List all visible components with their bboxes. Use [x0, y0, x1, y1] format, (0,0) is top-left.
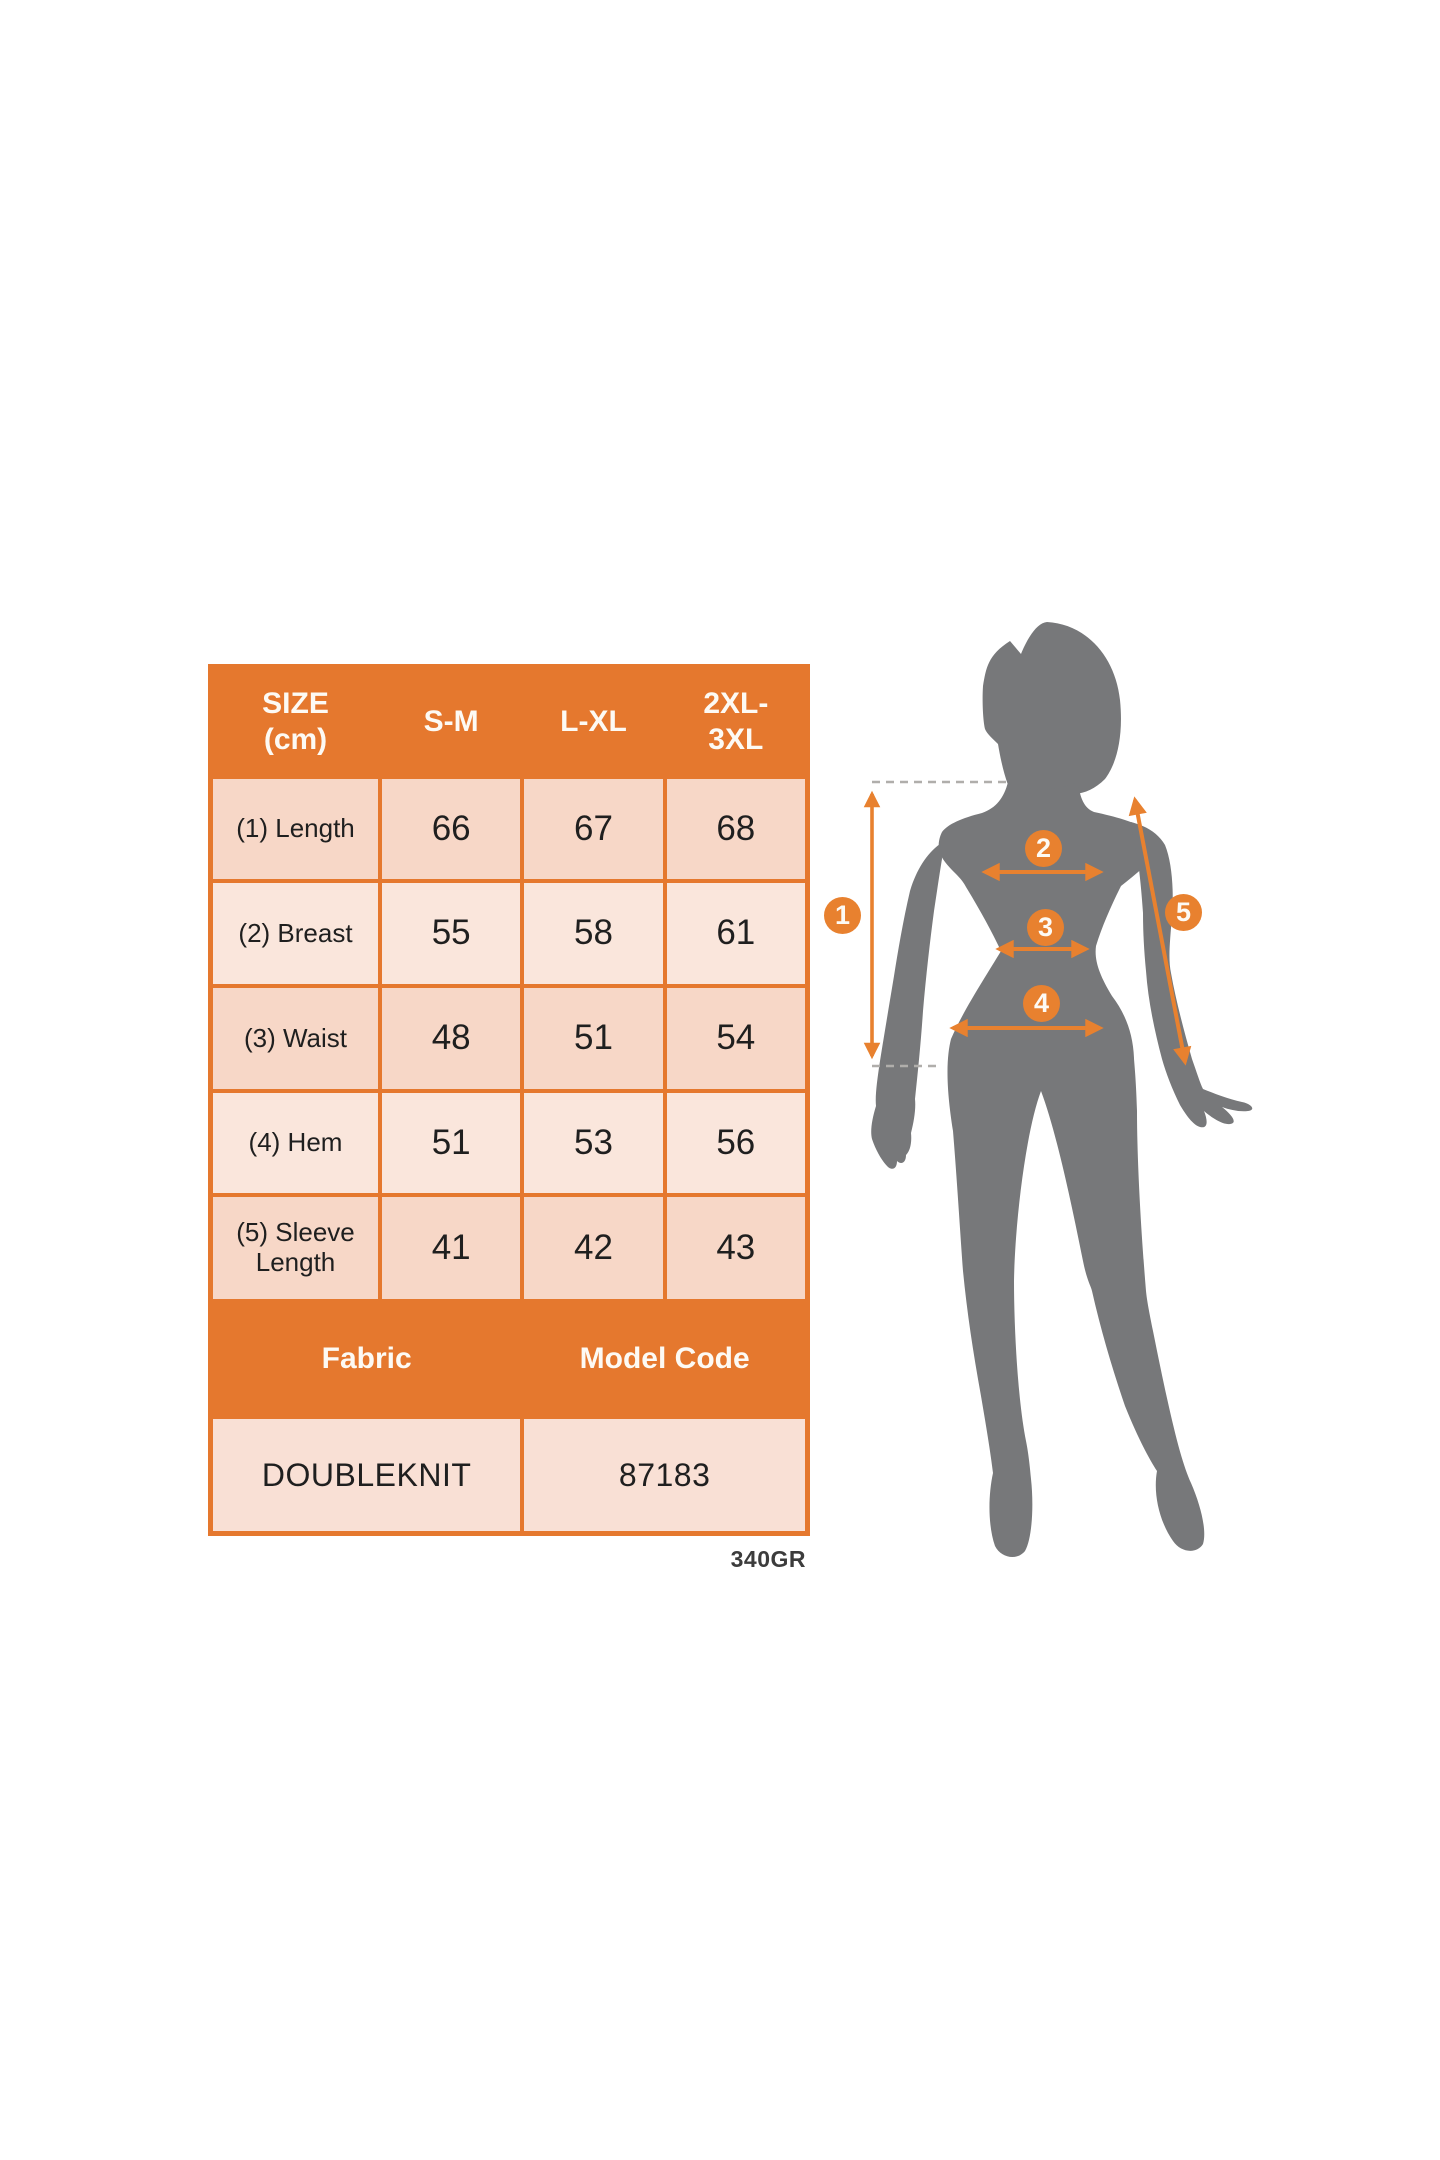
fabric-value: DOUBLEKNIT [213, 1419, 521, 1531]
waist-l-xl: 51 [524, 988, 663, 1089]
row-label-length: (1) Length [213, 779, 378, 879]
silhouette-torso-legs [938, 782, 1205, 1558]
waist-s-m: 48 [382, 988, 521, 1089]
sleeve-arrow [1128, 796, 1192, 1066]
weight-note: 340GR [730, 1546, 806, 1572]
breast-s-m: 55 [382, 883, 521, 984]
measurement-badge-5: 5 [1165, 894, 1202, 931]
body-measurement-figure [863, 622, 1253, 1558]
row-label-sleeve-length: (5) Sleeve Length [213, 1197, 378, 1299]
model-code-value: 87183 [524, 1419, 805, 1531]
hem-s-m: 51 [382, 1093, 521, 1193]
size-table: SIZE (cm) S-M L-XL 2XL- 3XL (1) Length 6… [208, 664, 810, 1536]
row-label-waist: (3) Waist [213, 988, 378, 1089]
silhouette-head [982, 622, 1121, 796]
breast-2xl-3xl: 61 [666, 883, 805, 984]
sleeve-s-m: 41 [382, 1197, 521, 1299]
measurement-badge-3: 3 [1027, 909, 1064, 946]
sleeve-2xl-3xl: 43 [666, 1197, 805, 1299]
col-header-s-m: S-M [382, 669, 521, 775]
measurement-badge-4: 4 [1023, 985, 1060, 1022]
col-header-l-xl: L-XL [524, 669, 663, 775]
fabric-header: Fabric [213, 1303, 521, 1415]
hem-2xl-3xl: 56 [666, 1093, 805, 1193]
model-code-header: Model Code [524, 1303, 805, 1415]
size-col-header: SIZE (cm) [213, 669, 378, 775]
silhouette-left-arm [871, 844, 942, 1169]
row-label-hem: (4) Hem [213, 1093, 378, 1193]
breast-l-xl: 58 [524, 883, 663, 984]
sleeve-l-xl: 42 [524, 1197, 663, 1299]
length-2xl-3xl: 68 [666, 779, 805, 879]
row-label-breast: (2) Breast [213, 883, 378, 984]
waist-2xl-3xl: 54 [666, 988, 805, 1089]
length-l-xl: 67 [524, 779, 663, 879]
measurement-badge-1: 1 [824, 897, 861, 934]
col-header-2xl-3xl: 2XL- 3XL [666, 669, 805, 775]
measurement-badge-2: 2 [1025, 830, 1062, 867]
female-silhouette [871, 622, 1253, 1558]
length-s-m: 66 [382, 779, 521, 879]
hem-l-xl: 53 [524, 1093, 663, 1193]
